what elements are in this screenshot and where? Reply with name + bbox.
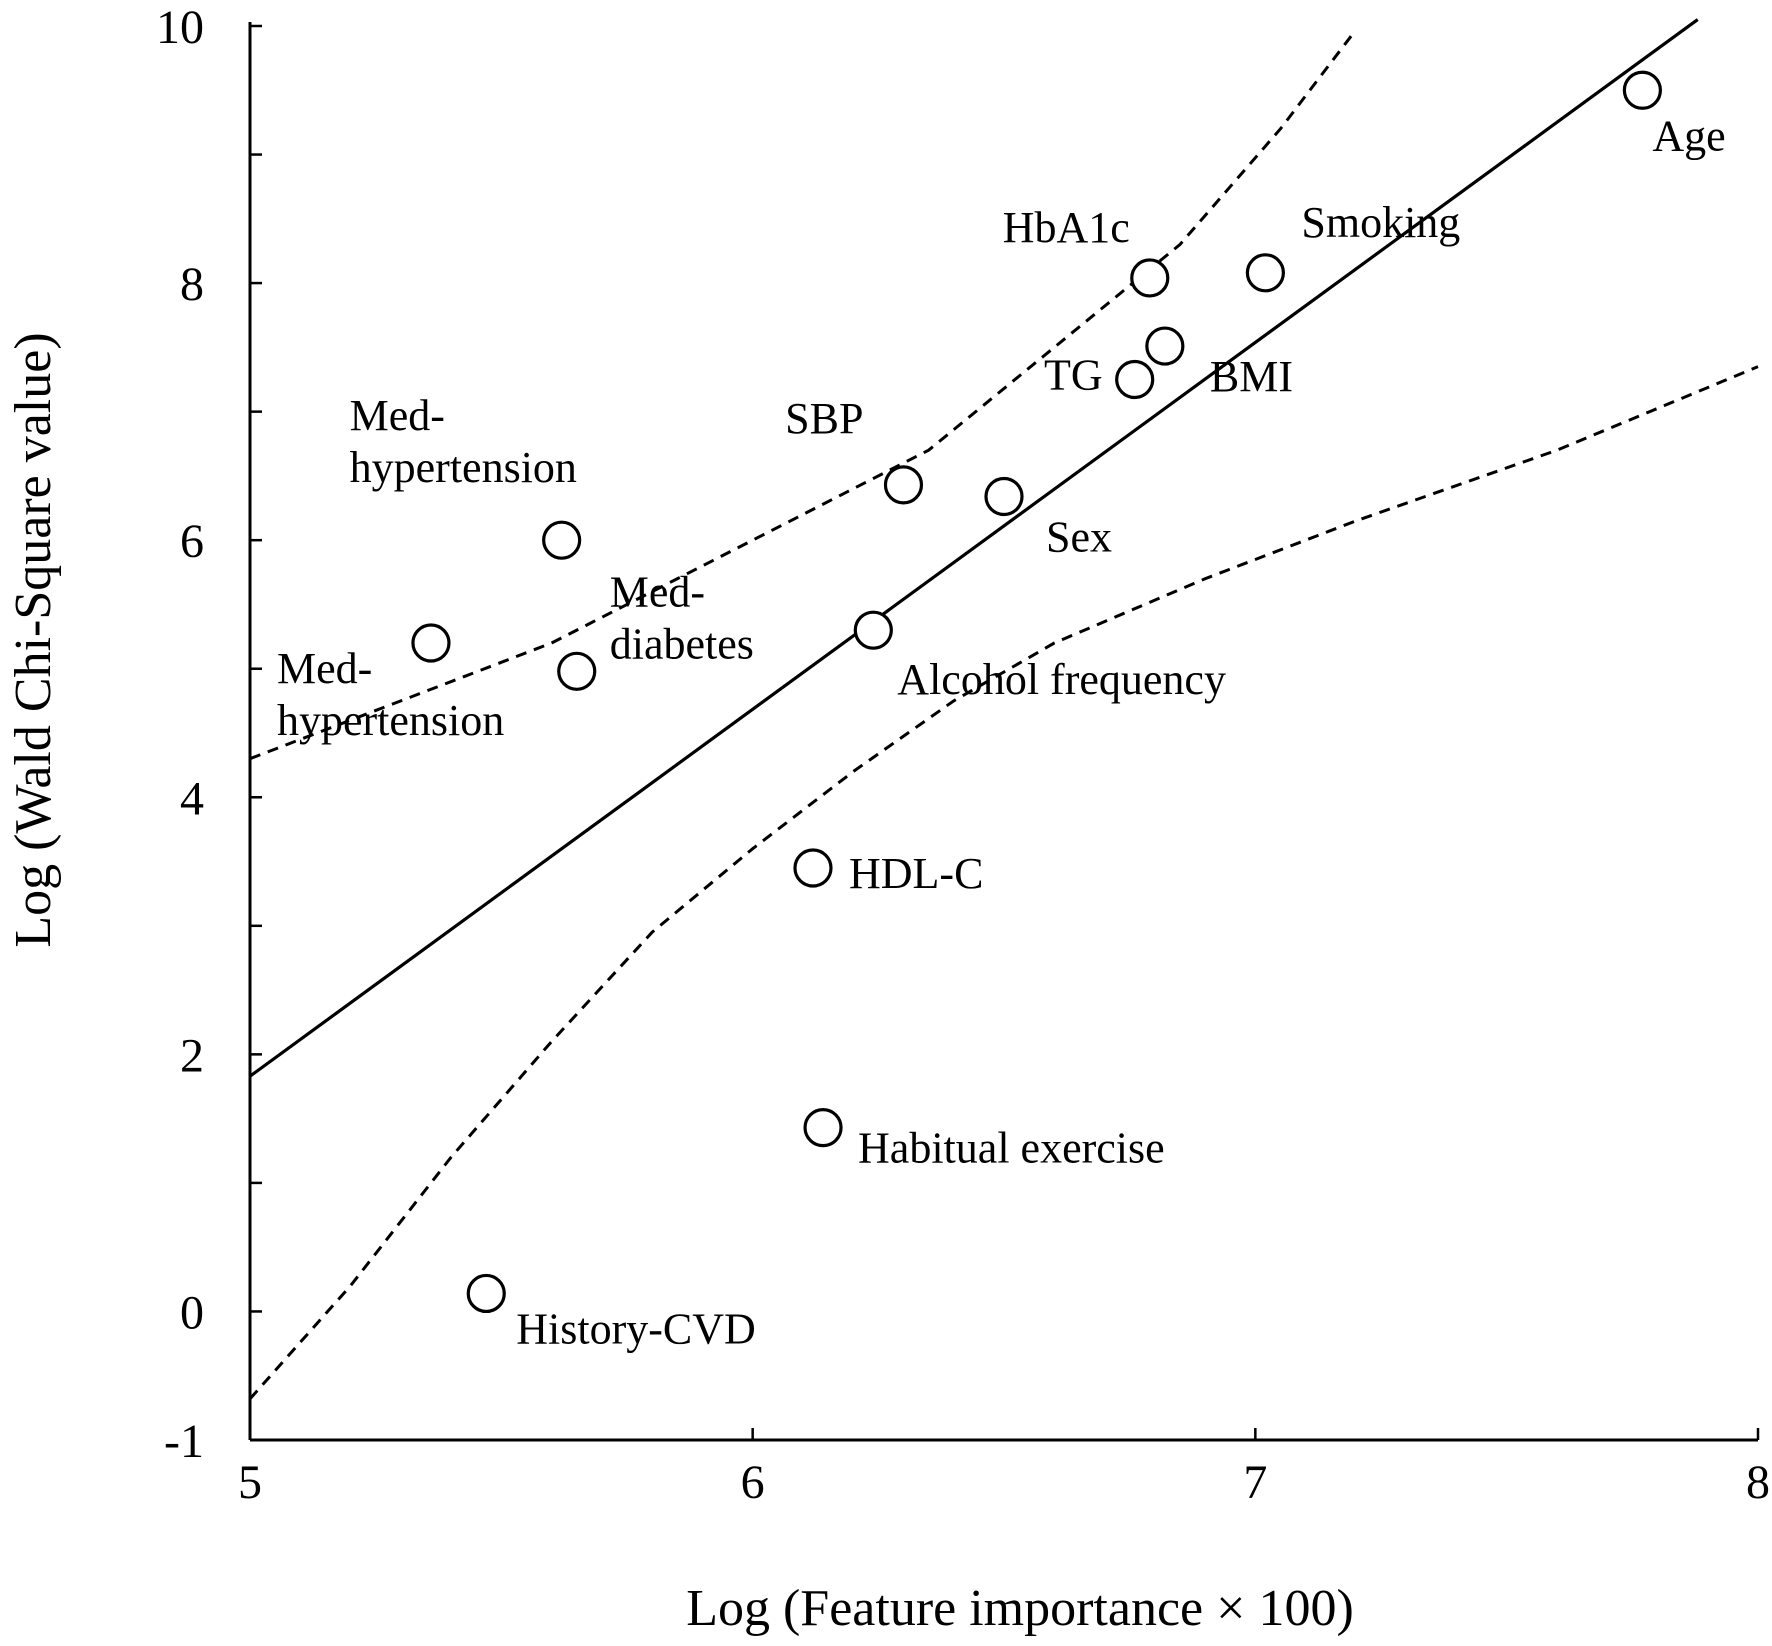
x-tick-label: 5 xyxy=(238,1456,262,1509)
data-point xyxy=(803,1108,843,1148)
point-label-line: Med- xyxy=(277,644,372,693)
point-label: Age xyxy=(1652,111,1725,160)
data-point xyxy=(1245,253,1285,293)
data-point xyxy=(1145,326,1185,366)
y-tick-label: 8 xyxy=(180,258,204,311)
point-label: Med-diabetes xyxy=(610,567,754,668)
y-tick-label: 0 xyxy=(180,1286,204,1339)
fit-lines xyxy=(248,18,1759,1400)
point-label-line: hypertension xyxy=(277,696,504,745)
data-point xyxy=(883,465,924,505)
data-point xyxy=(411,623,451,663)
point-label-line: hypertension xyxy=(350,443,577,492)
point-label: Smoking xyxy=(1301,198,1460,247)
y-tick-label: -1 xyxy=(164,1415,204,1468)
data-point xyxy=(793,848,833,888)
point-label-line: Med- xyxy=(350,391,445,440)
point-label-line: Med- xyxy=(610,567,705,616)
data-point xyxy=(557,651,597,691)
data-point xyxy=(1130,258,1170,298)
confidence-band-upper xyxy=(249,28,1358,761)
data-points xyxy=(411,70,1662,1314)
point-label: Med-hypertension xyxy=(277,644,504,745)
point-label: History-CVD xyxy=(516,1304,756,1353)
data-point xyxy=(984,476,1024,517)
x-tick-label: 8 xyxy=(1746,1456,1770,1509)
point-label: BMI xyxy=(1210,352,1293,401)
point-labels: Age Smoking HbA1c BMI TG SBP Sex Med-hypertensi… xyxy=(277,111,1726,1353)
x-axis-title: Log (Feature importance × 100) xyxy=(686,1580,1354,1637)
y-tick-label: 2 xyxy=(180,1029,204,1082)
axes: -1 0 2 4 6 8 10 5 6 7 8 xyxy=(156,1,1770,1509)
y-tick-label: 4 xyxy=(180,772,204,825)
data-point xyxy=(853,610,893,650)
point-label: HbA1c xyxy=(1003,203,1130,252)
data-point xyxy=(542,520,582,560)
point-label: Sex xyxy=(1046,512,1112,561)
data-point xyxy=(1622,70,1662,110)
y-axis-title: Log (Wald Chi-Square value) xyxy=(5,332,62,947)
point-label: TG xyxy=(1044,351,1103,400)
point-label: Med-hypertension xyxy=(350,391,577,492)
point-label: HDL-C xyxy=(849,849,983,898)
data-point xyxy=(466,1273,506,1314)
point-label: Habitual exercise xyxy=(858,1124,1165,1173)
confidence-band-lower xyxy=(248,365,1759,1400)
data-point xyxy=(1115,359,1155,400)
point-label-line: diabetes xyxy=(610,619,754,668)
point-label: Alcohol frequency xyxy=(897,655,1226,704)
y-tick-label: 6 xyxy=(180,515,204,568)
x-tick-label: 6 xyxy=(741,1456,765,1509)
regression-line xyxy=(249,18,1699,1078)
point-label: SBP xyxy=(785,394,863,443)
x-tick-label: 7 xyxy=(1243,1456,1267,1509)
y-tick-label: 10 xyxy=(156,1,204,54)
